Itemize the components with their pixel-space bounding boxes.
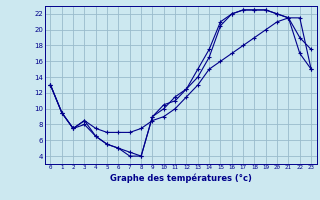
X-axis label: Graphe des températures (°c): Graphe des températures (°c) bbox=[110, 173, 252, 183]
